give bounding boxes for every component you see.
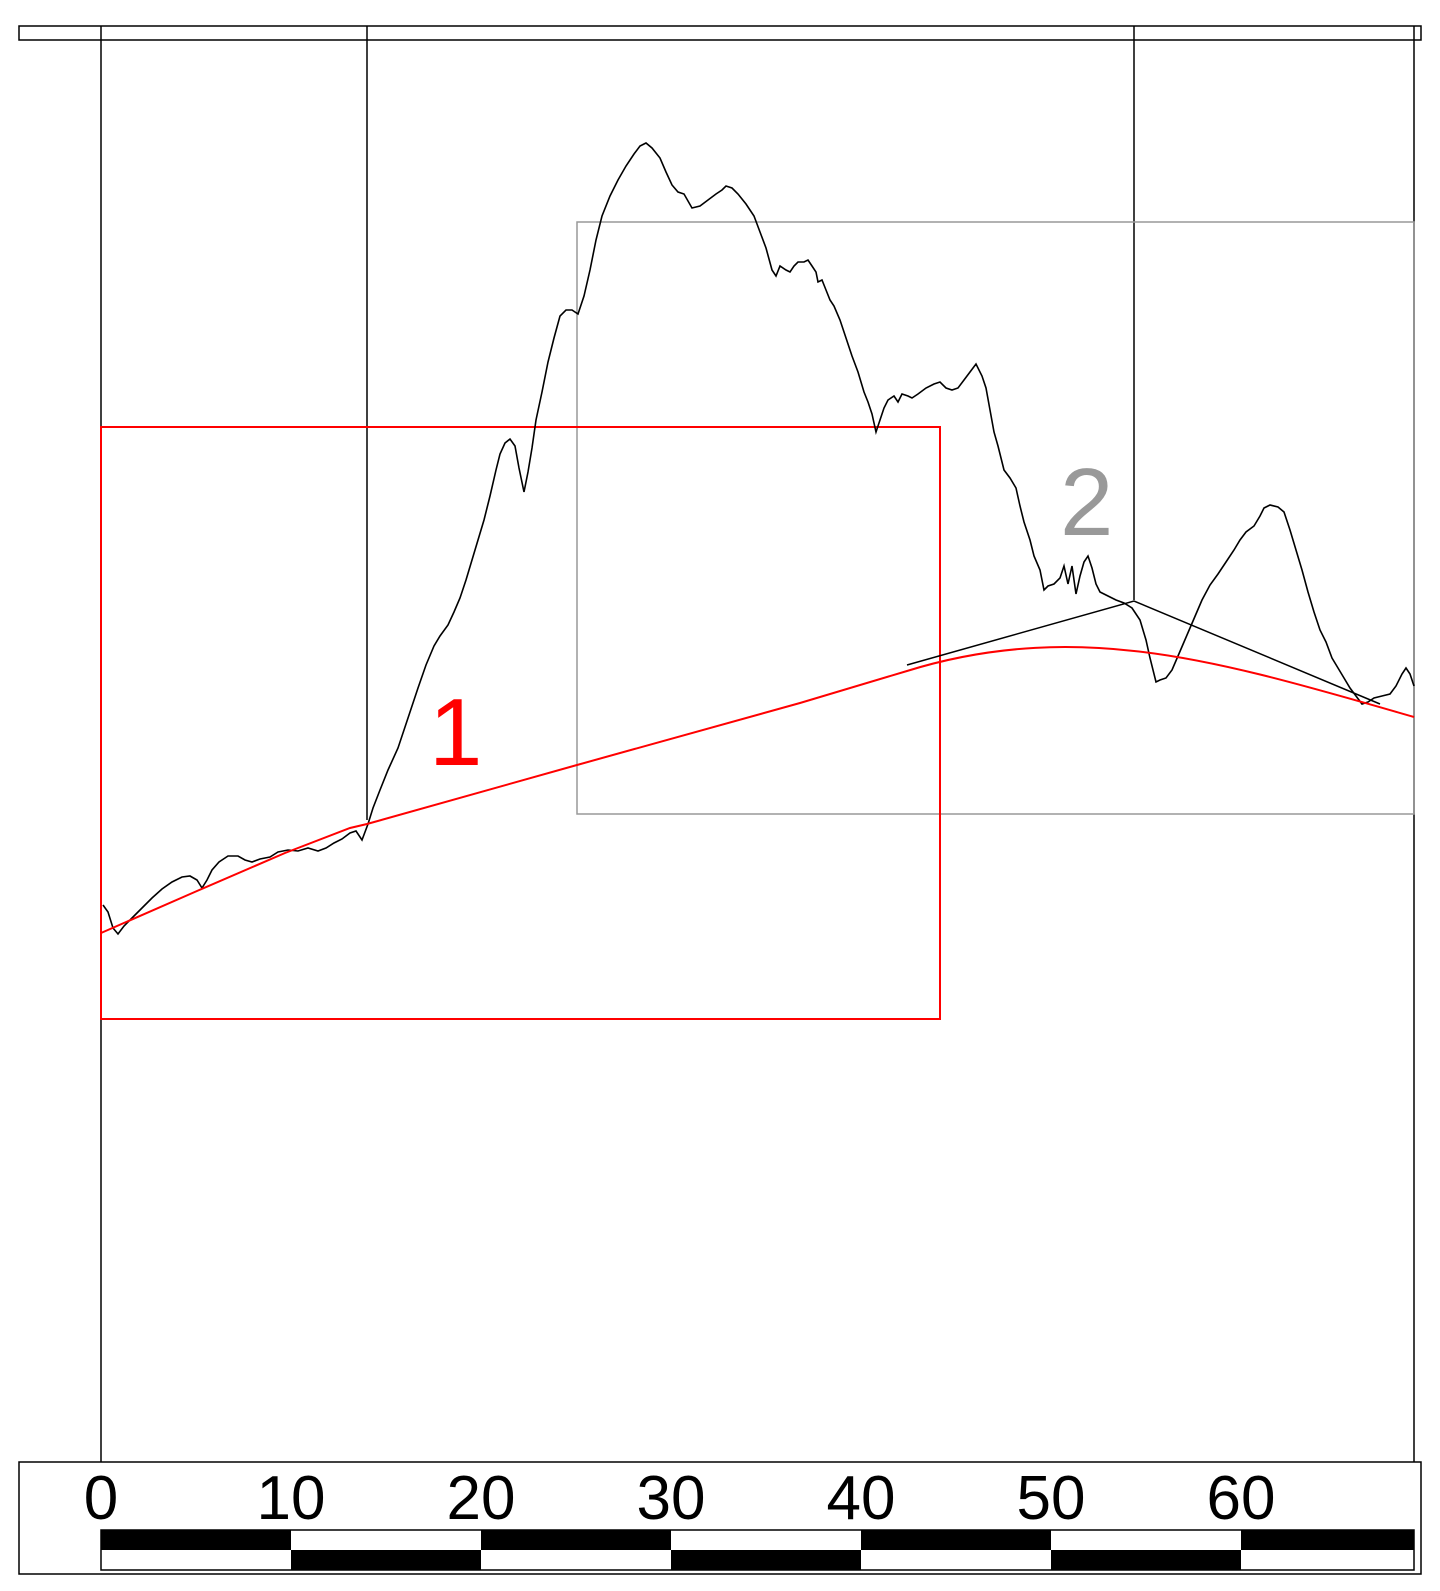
terrain-profile — [102, 142, 1415, 936]
box-1-label: 1 — [429, 679, 482, 786]
scale-segment-bottom — [101, 1550, 291, 1570]
red-curve — [100, 646, 1415, 934]
scale-tick-label: 50 — [1017, 1464, 1086, 1533]
scale-bar: 0 10 20 30 40 50 60 — [18, 1461, 1422, 1575]
vertical-guides — [100, 26, 1415, 1462]
tangent-lines — [906, 600, 1381, 705]
header-strip — [18, 25, 1422, 41]
scale-segment-bottom — [1051, 1550, 1241, 1570]
scale-segment-top — [861, 1530, 1051, 1550]
scale-tick-label: 20 — [447, 1464, 516, 1533]
scale-segment-top — [101, 1530, 291, 1550]
scale-segment-bottom — [671, 1550, 861, 1570]
scale-segment-bottom — [481, 1550, 671, 1570]
scale-bar-frame — [18, 1461, 1422, 1575]
scale-segment-top — [671, 1530, 861, 1550]
scale-tick-label: 60 — [1207, 1464, 1276, 1533]
scale-bar-outline — [100, 1529, 1415, 1571]
scale-tick-label: 40 — [827, 1464, 896, 1533]
scale-tick-label: 30 — [637, 1464, 706, 1533]
scale-segment-top — [481, 1530, 671, 1550]
scale-segment-top — [291, 1530, 481, 1550]
scale-tick-label: 0 — [84, 1464, 118, 1533]
scale-tick-labels: 0 10 20 30 40 50 60 — [84, 1464, 1276, 1533]
scale-segment-bottom — [291, 1550, 481, 1570]
scale-segment-bottom — [1241, 1550, 1414, 1570]
box-1 — [100, 426, 941, 1020]
box-2 — [576, 221, 1415, 815]
scale-segment-top — [1241, 1530, 1414, 1550]
scale-tick-label: 10 — [257, 1464, 326, 1533]
box-2-label: 2 — [1060, 449, 1113, 556]
scale-segment-top — [1051, 1530, 1241, 1550]
scale-segments — [101, 1530, 1414, 1570]
scale-segment-bottom — [861, 1550, 1051, 1570]
